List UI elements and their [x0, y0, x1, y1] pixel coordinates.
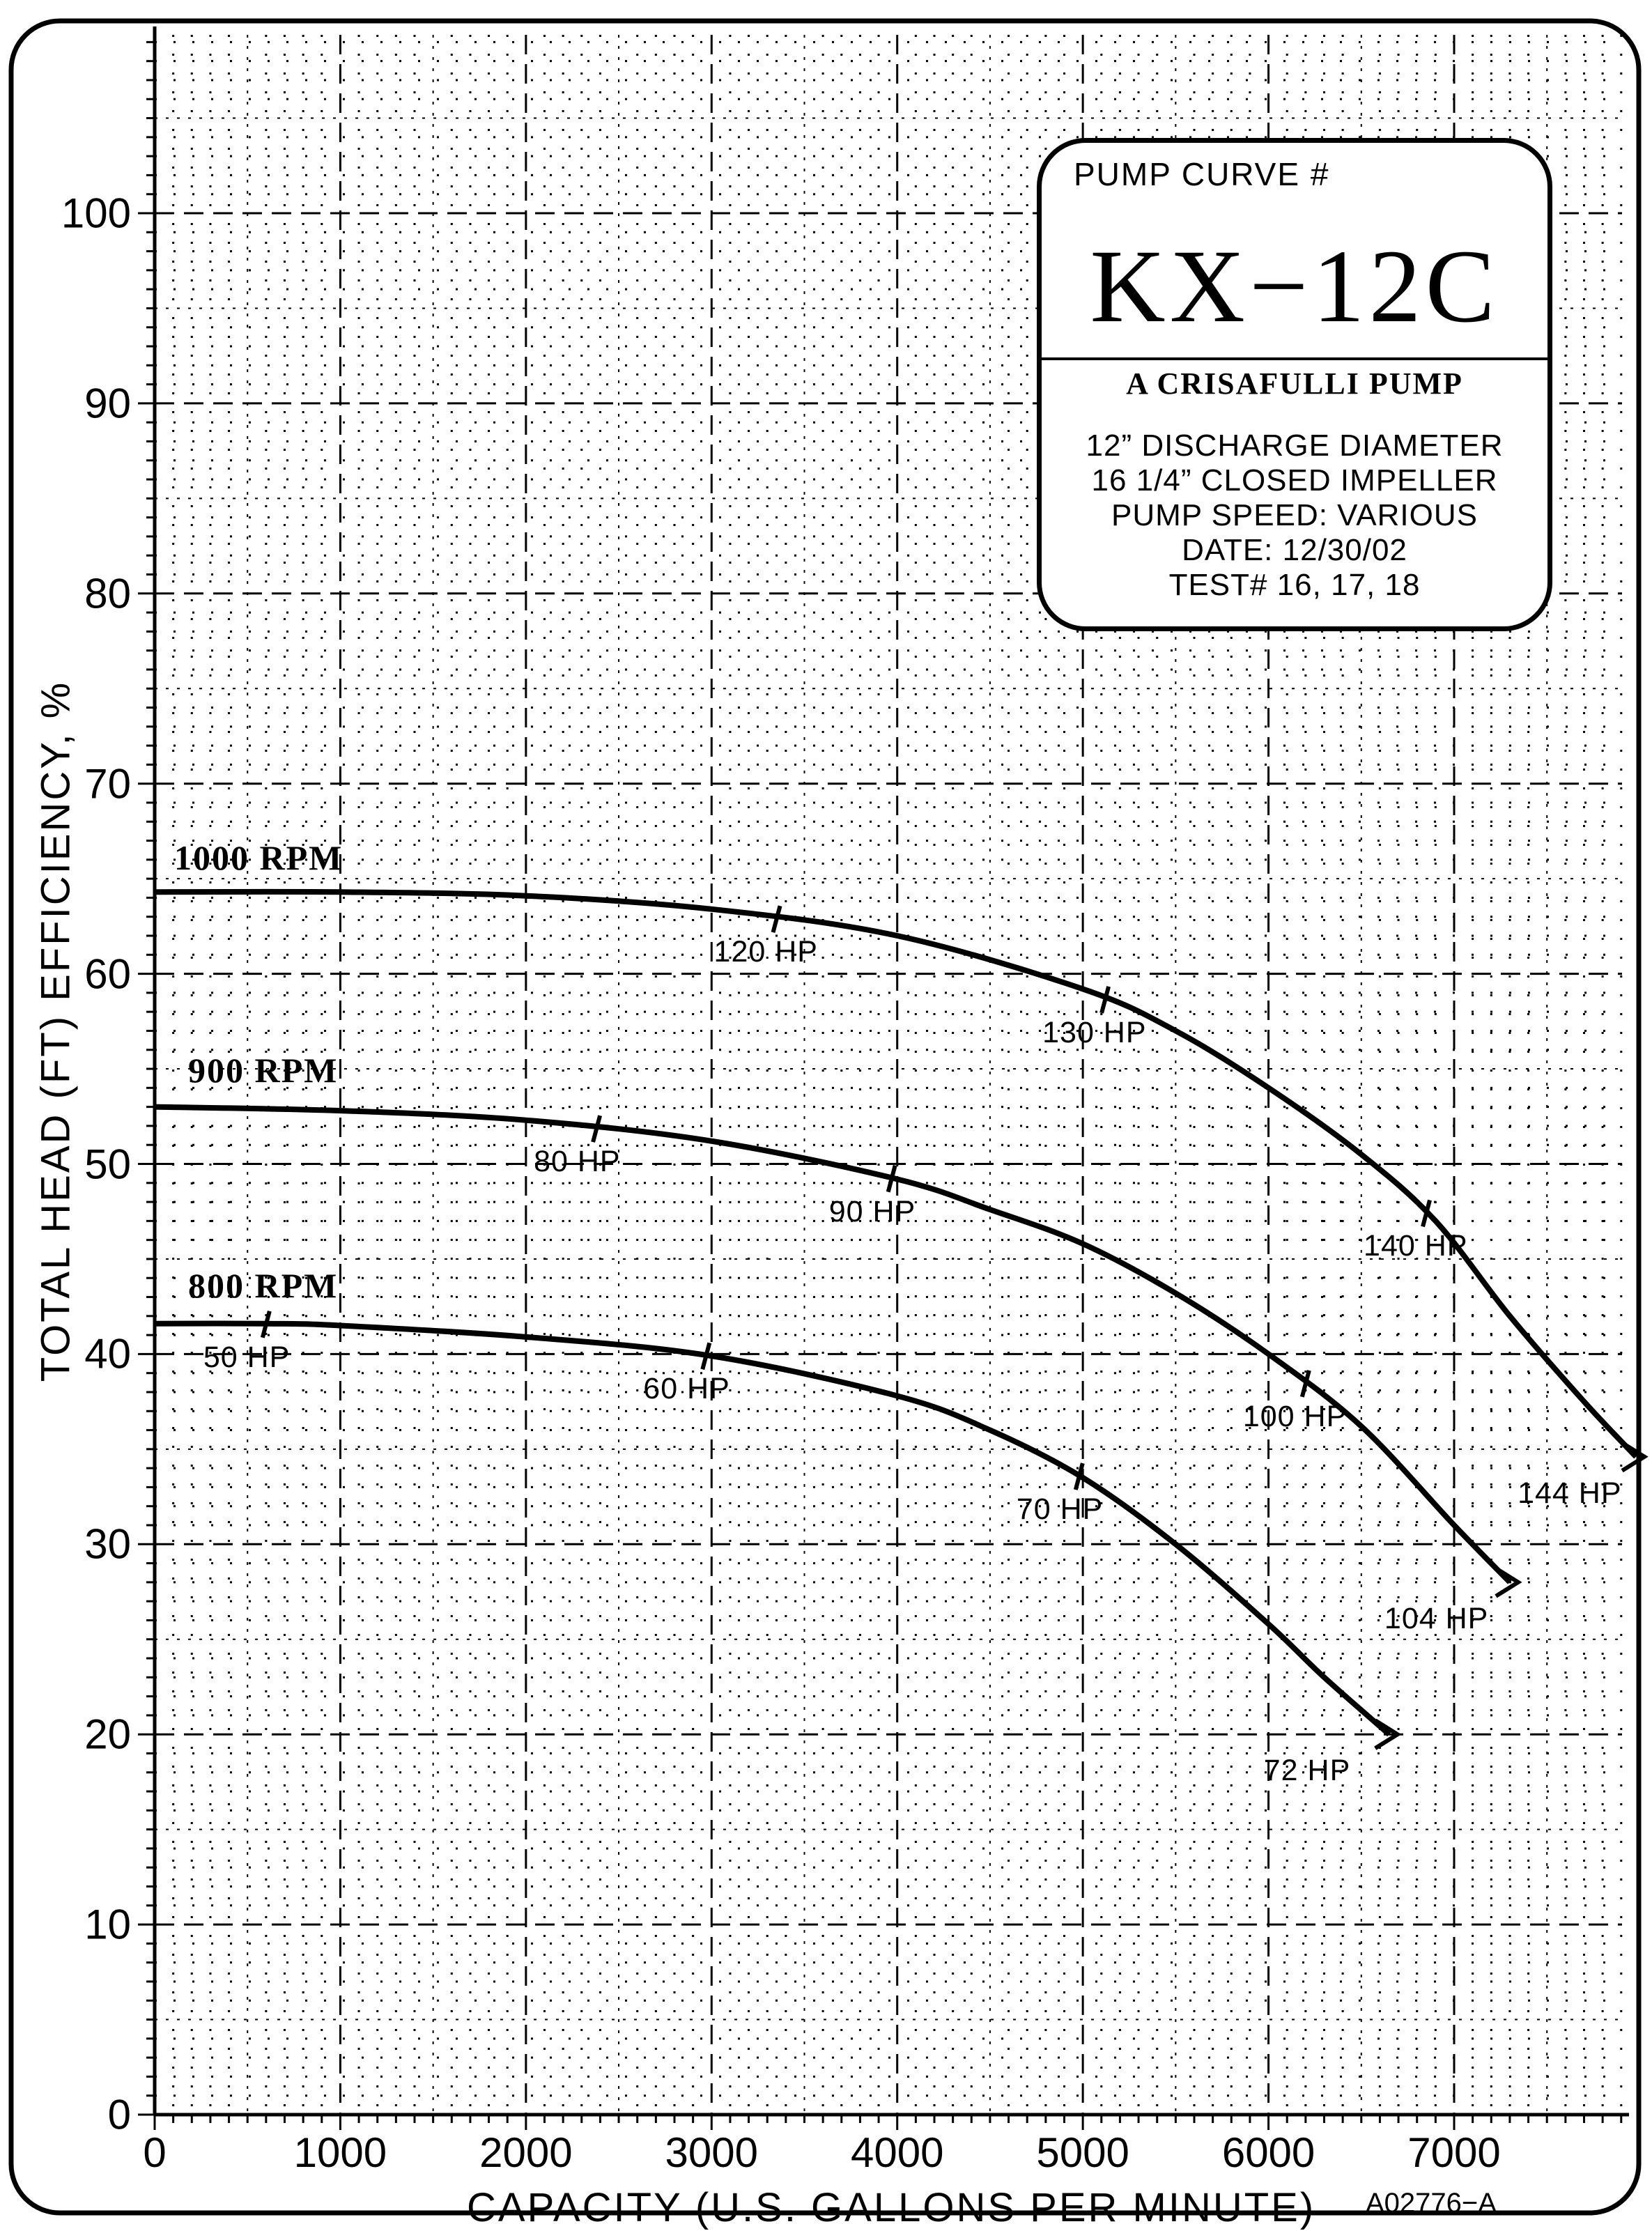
hp-label: 72 HP	[1263, 1754, 1351, 1788]
hp-label: 140 HP	[1364, 1229, 1468, 1263]
y-tick-label: 0	[107, 2091, 131, 2138]
y-tick-label: 50	[84, 1141, 131, 1187]
hp-label: 60 HP	[643, 1372, 730, 1406]
curve-900-rpm	[154, 1104, 1512, 1584]
pump-maker: A CRISAFULLI PUMP	[1126, 366, 1463, 401]
y-tick-label: 100	[61, 190, 131, 237]
axes	[138, 26, 1629, 2130]
curve-1000-rpm	[154, 888, 1639, 1459]
spec-impeller: 16 1/4” CLOSED IMPELLER	[1091, 463, 1498, 497]
y-tick-label: 40	[84, 1330, 131, 1377]
end-marker	[1621, 1441, 1649, 1473]
end-marker	[1374, 1718, 1402, 1750]
x-tick-label: 3000	[665, 2129, 759, 2176]
y-tick-label: 60	[84, 950, 131, 998]
x-tick-label: 7000	[1407, 2129, 1501, 2176]
spec-test: TEST# 16, 17, 18	[1168, 568, 1421, 602]
drawing-number: A02776−A	[1366, 2188, 1497, 2218]
hp-label: 130 HP	[1042, 1015, 1147, 1049]
spec-date: DATE: 12/30/02	[1182, 533, 1407, 567]
y-tick-label: 90	[84, 380, 131, 427]
hp-tick-marker	[771, 905, 782, 933]
hp-label: 144 HP	[1518, 1476, 1622, 1510]
series-label: 800 RPM	[188, 1266, 339, 1305]
pump-specs: 12” DISCHARGE DIAMETER 16 1/4” CLOSED IM…	[1042, 429, 1547, 603]
x-tick-label: 1000	[293, 2129, 387, 2176]
pump-info-box: PUMP CURVE # KX−12C A CRISAFULLI PUMP 12…	[1037, 138, 1552, 631]
hp-label: 80 HP	[534, 1145, 621, 1179]
spec-speed: PUMP SPEED: VARIOUS	[1111, 498, 1478, 532]
y-tick-label: 70	[84, 760, 131, 808]
hp-tick-marker	[700, 1342, 712, 1371]
x-tick-label: 4000	[850, 2129, 944, 2176]
y-tick-label: 10	[84, 1901, 131, 1948]
dot-grid	[155, 35, 1623, 2115]
hp-tick-marker	[1421, 1199, 1432, 1228]
curves	[154, 888, 1649, 1750]
hp-tick-marker	[1299, 1370, 1311, 1398]
hp-tick-marker	[886, 1164, 897, 1193]
x-tick-label: 5000	[1036, 2129, 1129, 2176]
hp-label: 120 HP	[713, 935, 818, 969]
series-label: 900 RPM	[188, 1051, 339, 1090]
y-tick-label: 20	[84, 1711, 131, 1758]
curve-800-rpm	[154, 1320, 1391, 1737]
info-divider	[1042, 357, 1547, 360]
x-tick-label: 2000	[479, 2129, 573, 2176]
hp-label: 70 HP	[1016, 1492, 1104, 1527]
hp-label: 104 HP	[1384, 1601, 1489, 1635]
spec-discharge: 12” DISCHARGE DIAMETER	[1086, 429, 1504, 463]
pump-model: KX−12C	[1090, 229, 1499, 344]
hp-tick-marker	[1099, 986, 1111, 1014]
x-axis-title: CAPACITY (U.S. GALLONS PER MINUTE)	[467, 2185, 1316, 2230]
y-axis-title: TOTAL HEAD (FT) EFFICIENCY, %	[33, 680, 79, 1382]
outer-border	[8, 18, 1642, 2216]
end-marker	[1495, 1566, 1522, 1598]
x-tick-label: 6000	[1221, 2129, 1315, 2176]
hp-tick-marker	[591, 1115, 603, 1143]
y-tick-label: 80	[84, 570, 131, 617]
series-label: 1000 RPM	[174, 838, 343, 877]
x-tick-label: 0	[143, 2129, 167, 2176]
hp-tick-marker	[260, 1310, 272, 1338]
hp-label: 90 HP	[828, 1194, 916, 1228]
hp-tick-marker	[1073, 1462, 1085, 1490]
info-label: PUMP CURVE #	[1074, 156, 1330, 192]
hp-label: 50 HP	[203, 1340, 291, 1374]
hp-label: 100 HP	[1242, 1399, 1348, 1433]
y-tick-label: 30	[84, 1520, 131, 1568]
